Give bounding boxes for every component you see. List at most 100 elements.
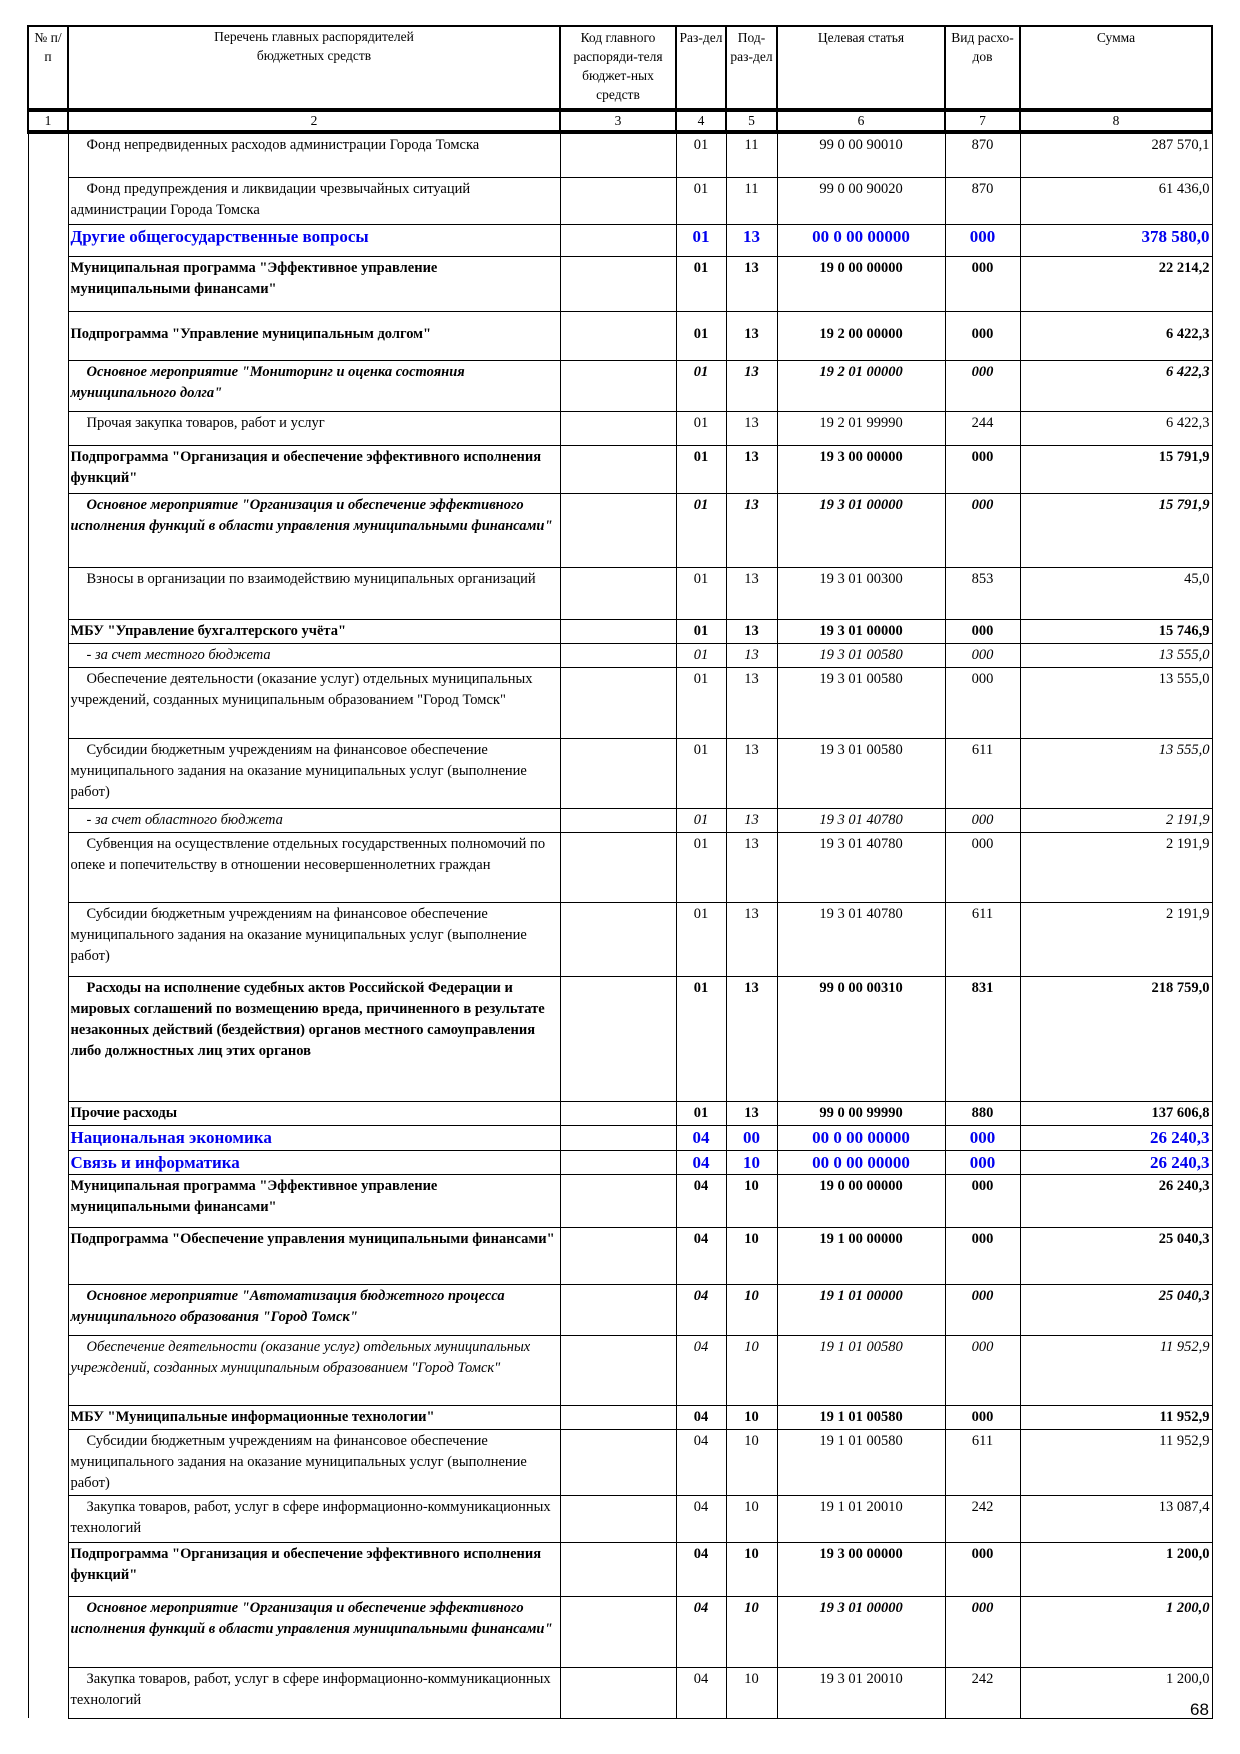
- table-row: Муниципальная программа "Эффективное упр…: [27, 255, 1213, 312]
- podrazdel-cell: 13: [725, 492, 778, 568]
- podrazdel-cell: 00: [725, 1124, 778, 1151]
- podrazdel-cell: 13: [725, 359, 778, 412]
- budget-item-name: Субвенция на осуществление отдельных гос…: [67, 831, 561, 903]
- row-num-cell: [27, 643, 69, 667]
- code-cell: [559, 1173, 677, 1228]
- sum-cell: 26 240,3: [1019, 1124, 1213, 1151]
- razdel-cell: 04: [675, 1334, 727, 1406]
- budget-item-name: Фонд предупреждения и ликвидации чрезвыч…: [67, 176, 561, 225]
- row-num-cell: [27, 1284, 69, 1335]
- expense-type-cell: 000: [944, 1283, 1021, 1336]
- sum-cell: 13 087,4: [1019, 1494, 1213, 1543]
- colnum: 8: [1019, 108, 1213, 134]
- header-sum: Сумма: [1019, 25, 1213, 111]
- target-article-cell: 19 1 01 00000: [776, 1283, 946, 1336]
- sum-cell: 6 422,3: [1019, 310, 1213, 361]
- table-row: Связь и информатика 04 10 00 0 00 00000 000 2…: [27, 1149, 1213, 1175]
- expense-type-cell: 870: [944, 131, 1021, 178]
- table-row: Субсидии бюджетным учреждениям на финанс…: [27, 901, 1213, 977]
- razdel-cell: 01: [675, 223, 727, 257]
- table-row: Закупка товаров, работ, услуг в сфере ин…: [27, 1494, 1213, 1543]
- expense-type-cell: 870: [944, 176, 1021, 225]
- target-article-cell: 99 0 00 99990: [776, 1100, 946, 1126]
- sum-cell: 2 191,9: [1019, 807, 1213, 833]
- row-num-cell: [27, 445, 69, 493]
- table-row: Обеспечение деятельности (оказание услуг…: [27, 1334, 1213, 1406]
- table-row: Фонд непредвиденных расходов администрац…: [27, 131, 1213, 178]
- sum-cell: 22 214,2: [1019, 255, 1213, 312]
- table-row: Взносы в организации по взаимодействию м…: [27, 566, 1213, 620]
- code-cell: [559, 444, 677, 494]
- sum-cell: 2 191,9: [1019, 831, 1213, 903]
- sum-cell: 1 200,0: [1019, 1666, 1213, 1719]
- code-cell: [559, 566, 677, 620]
- razdel-cell: 04: [675, 1283, 727, 1336]
- podrazdel-cell: 10: [725, 1595, 778, 1668]
- column-numbers-row: 1 2 3 4 5 6 7 8: [27, 108, 1213, 134]
- budget-item-name: Субсидии бюджетным учреждениям на финанс…: [67, 1428, 561, 1496]
- expense-type-cell: 000: [944, 492, 1021, 568]
- sum-cell: 11 952,9: [1019, 1334, 1213, 1406]
- row-num-cell: [27, 256, 69, 311]
- table-row: Основное мероприятие "Мониторинг и оценк…: [27, 359, 1213, 412]
- razdel-cell: 01: [675, 410, 727, 446]
- podrazdel-cell: 13: [725, 223, 778, 257]
- code-cell: [559, 975, 677, 1102]
- expense-type-cell: 244: [944, 410, 1021, 446]
- budget-item-name: МБУ "Муниципальные информационные технол…: [67, 1404, 561, 1430]
- podrazdel-cell: 13: [725, 255, 778, 312]
- target-article-cell: 19 3 01 00580: [776, 737, 946, 809]
- target-article-cell: 00 0 00 00000: [776, 1149, 946, 1175]
- budget-item-name: Другие общегосударственные вопросы: [67, 223, 561, 257]
- expense-type-cell: 000: [944, 255, 1021, 312]
- colnum: 3: [559, 108, 677, 134]
- table-row: Субвенция на осуществление отдельных гос…: [27, 831, 1213, 903]
- budget-item-name: Обеспечение деятельности (оказание услуг…: [67, 666, 561, 739]
- expense-type-cell: 000: [944, 359, 1021, 412]
- razdel-cell: 04: [675, 1149, 727, 1175]
- budget-item-name: Субсидии бюджетным учреждениям на финанс…: [67, 737, 561, 809]
- razdel-cell: 01: [675, 1100, 727, 1126]
- expense-type-cell: 611: [944, 1428, 1021, 1496]
- razdel-cell: 04: [675, 1428, 727, 1496]
- expense-type-cell: 000: [944, 1595, 1021, 1668]
- target-article-cell: 19 3 01 40780: [776, 807, 946, 833]
- table-row: Субсидии бюджетным учреждениям на финанс…: [27, 1428, 1213, 1496]
- podrazdel-cell: 13: [725, 618, 778, 644]
- target-article-cell: 00 0 00 00000: [776, 1124, 946, 1151]
- budget-table: № п/п Перечень главных распорядителей бю…: [27, 25, 1213, 1719]
- target-article-cell: 19 3 01 40780: [776, 901, 946, 977]
- razdel-cell: 01: [675, 737, 727, 809]
- row-num-cell: [27, 1227, 69, 1284]
- razdel-cell: 01: [675, 131, 727, 178]
- target-article-cell: 19 0 00 00000: [776, 255, 946, 312]
- podrazdel-cell: 13: [725, 807, 778, 833]
- sum-cell: 15 746,9: [1019, 618, 1213, 644]
- code-cell: [559, 131, 677, 178]
- expense-type-cell: 880: [944, 1100, 1021, 1126]
- sum-cell: 25 040,3: [1019, 1283, 1213, 1336]
- row-num-cell: [27, 224, 69, 256]
- podrazdel-cell: 13: [725, 737, 778, 809]
- expense-type-cell: 000: [944, 1334, 1021, 1406]
- razdel-cell: 01: [675, 176, 727, 225]
- target-article-cell: 19 3 01 00300: [776, 566, 946, 620]
- header-target: Целевая статья: [776, 25, 946, 111]
- podrazdel-cell: 10: [725, 1173, 778, 1228]
- row-num-cell: [27, 567, 69, 619]
- expense-type-cell: 000: [944, 831, 1021, 903]
- target-article-cell: 19 1 01 00580: [776, 1428, 946, 1496]
- budget-item-name: Закупка товаров, работ, услуг в сфере ин…: [67, 1666, 561, 1719]
- expense-type-cell: 000: [944, 1149, 1021, 1175]
- budget-item-name: Связь и информатика: [67, 1149, 561, 1175]
- razdel-cell: 01: [675, 310, 727, 361]
- header-vid: Вид расхо-дов: [944, 25, 1021, 111]
- razdel-cell: 04: [675, 1173, 727, 1228]
- table-row: Муниципальная программа "Эффективное упр…: [27, 1173, 1213, 1228]
- row-num-cell: [27, 1405, 69, 1429]
- row-num-cell: [27, 1596, 69, 1667]
- header-name: Перечень главных распорядителей бюджетны…: [67, 25, 561, 111]
- target-article-cell: 19 3 00 00000: [776, 444, 946, 494]
- table-row: Основное мероприятие "Организация и обес…: [27, 492, 1213, 568]
- code-cell: [559, 901, 677, 977]
